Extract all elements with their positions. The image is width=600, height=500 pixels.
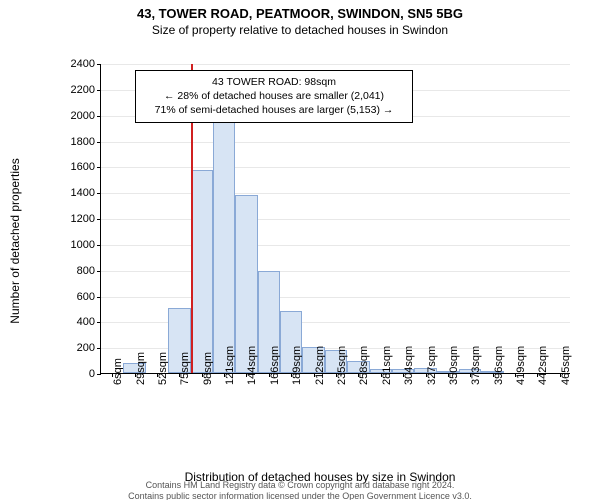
footer-line-2: Contains public sector information licen… bbox=[0, 491, 600, 500]
x-tick-label: 189sqm bbox=[291, 346, 303, 385]
x-tick-label: 419sqm bbox=[515, 346, 527, 385]
gridline bbox=[101, 142, 570, 143]
x-tick-label: 327sqm bbox=[426, 346, 438, 385]
info-box-line: ← 28% of detached houses are smaller (2,… bbox=[140, 89, 408, 103]
x-tick-label: 75sqm bbox=[179, 352, 191, 385]
info-box-line: 43 TOWER ROAD: 98sqm bbox=[140, 75, 408, 89]
y-tick bbox=[97, 297, 101, 298]
x-tick-label: 166sqm bbox=[269, 346, 281, 385]
plot-region: 0200400600800100012001400160018002000220… bbox=[100, 64, 570, 374]
histogram-bar bbox=[191, 170, 213, 373]
y-tick-label: 1800 bbox=[71, 136, 95, 148]
page-title: 43, TOWER ROAD, PEATMOOR, SWINDON, SN5 5… bbox=[0, 6, 600, 21]
gridline bbox=[101, 297, 570, 298]
y-tick-label: 0 bbox=[89, 368, 95, 380]
y-axis-label: Number of detached properties bbox=[8, 158, 22, 323]
y-tick bbox=[97, 193, 101, 194]
x-tick-label: 465sqm bbox=[560, 346, 572, 385]
x-tick-label: 442sqm bbox=[537, 346, 549, 385]
x-tick-label: 304sqm bbox=[403, 346, 415, 385]
footer-attribution: Contains HM Land Registry data © Crown c… bbox=[0, 480, 600, 500]
gridline bbox=[101, 219, 570, 220]
y-tick-label: 1000 bbox=[71, 239, 95, 251]
x-tick-label: 258sqm bbox=[358, 346, 370, 385]
y-tick-label: 600 bbox=[77, 291, 95, 303]
y-tick bbox=[97, 90, 101, 91]
x-tick-label: 235sqm bbox=[336, 346, 348, 385]
page-subtitle: Size of property relative to detached ho… bbox=[0, 23, 600, 37]
y-tick bbox=[97, 322, 101, 323]
y-tick-label: 1200 bbox=[71, 213, 95, 225]
gridline bbox=[101, 271, 570, 272]
x-tick-label: 52sqm bbox=[157, 352, 169, 385]
y-tick-label: 1400 bbox=[71, 187, 95, 199]
gridline bbox=[101, 193, 570, 194]
y-tick bbox=[97, 271, 101, 272]
y-tick-label: 2200 bbox=[71, 84, 95, 96]
x-tick-label: 350sqm bbox=[448, 346, 460, 385]
y-tick bbox=[97, 245, 101, 246]
info-box-line: 71% of semi-detached houses are larger (… bbox=[140, 103, 408, 117]
histogram-bar bbox=[213, 95, 235, 373]
x-tick-label: 121sqm bbox=[224, 346, 236, 385]
y-tick bbox=[97, 142, 101, 143]
y-tick bbox=[97, 374, 101, 375]
y-tick bbox=[97, 64, 101, 65]
y-tick-label: 400 bbox=[77, 316, 95, 328]
x-tick-label: 396sqm bbox=[493, 346, 505, 385]
x-tick-label: 98sqm bbox=[202, 352, 214, 385]
x-tick-label: 212sqm bbox=[314, 346, 326, 385]
y-tick bbox=[97, 167, 101, 168]
y-tick-label: 2400 bbox=[71, 58, 95, 70]
x-tick-label: 144sqm bbox=[246, 346, 258, 385]
y-tick bbox=[97, 219, 101, 220]
chart-area: 0 200 400 600 800 1000 1200 1400 1600 1800 2000 220… bbox=[60, 56, 580, 426]
x-tick-label: 373sqm bbox=[470, 346, 482, 385]
y-tick-label: 800 bbox=[77, 265, 95, 277]
y-tick-label: 2000 bbox=[71, 110, 95, 122]
footer-line-1: Contains HM Land Registry data © Crown c… bbox=[0, 480, 600, 491]
x-tick-label: 281sqm bbox=[381, 346, 393, 385]
y-tick bbox=[97, 116, 101, 117]
gridline bbox=[101, 167, 570, 168]
y-tick bbox=[97, 348, 101, 349]
y-tick-label: 1600 bbox=[71, 161, 95, 173]
y-tick-label: 200 bbox=[77, 342, 95, 354]
gridline bbox=[101, 64, 570, 65]
x-tick-label: 29sqm bbox=[135, 352, 147, 385]
info-box: 43 TOWER ROAD: 98sqm← 28% of detached ho… bbox=[135, 70, 413, 123]
x-tick-label: 6sqm bbox=[112, 358, 124, 385]
gridline bbox=[101, 245, 570, 246]
